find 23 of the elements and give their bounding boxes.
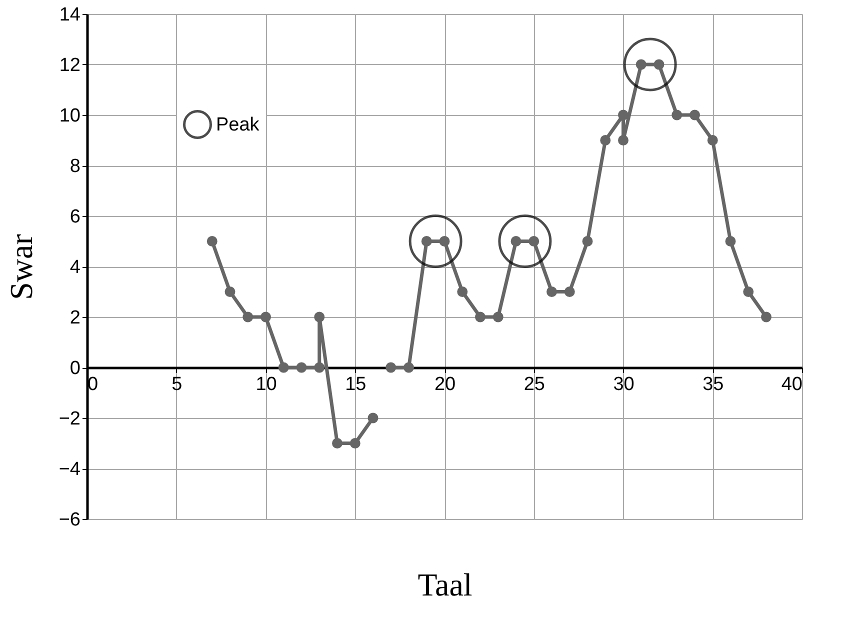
x-tick-label: 10 [256,374,277,395]
x-tick-label: 20 [434,374,456,395]
x-axis-title: Taal [418,566,472,602]
y-tick-label: 12 [59,55,80,76]
y-tick-label: 2 [70,308,80,328]
x-tick-label: 0 [88,374,98,395]
y-axis-title: Swar [2,234,39,300]
x-tick-label: 40 [781,374,802,395]
y-tick-label: 4 [70,257,81,278]
x-tick-label: 25 [524,374,545,395]
y-tick-label: 10 [59,106,80,126]
y-tick-label: 14 [59,4,81,26]
x-tick-label: 15 [345,374,366,395]
y-tick-label: −4 [58,459,81,480]
y-tick-label: 8 [70,156,80,177]
x-tick-label: 35 [702,374,724,395]
y-tick-label: −6 [58,510,80,530]
y-tick-label: −2 [58,408,80,430]
legend-label: Peak [216,114,260,136]
y-tick-label: 0 [70,358,80,379]
x-tick-label: 5 [172,374,182,395]
x-tick-label: 30 [613,374,634,395]
y-tick-label: 6 [70,206,80,228]
